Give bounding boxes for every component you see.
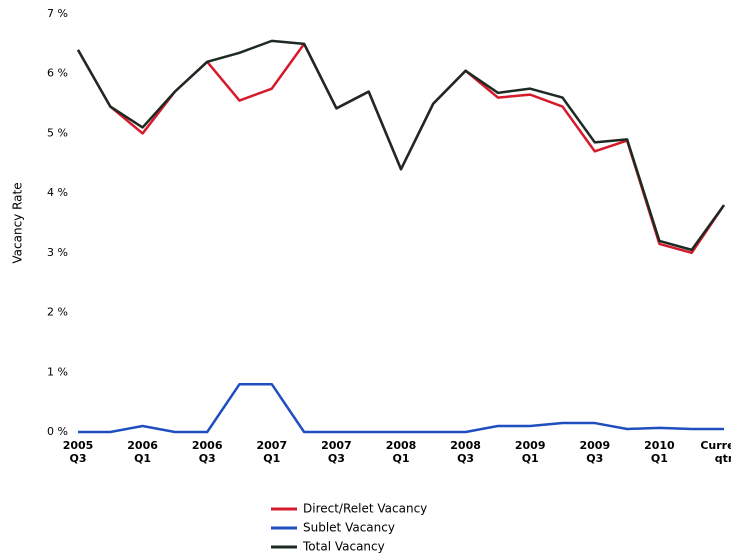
- x-tick-label-part: 2010: [644, 439, 675, 452]
- y-tick-label: 1 %: [47, 365, 68, 378]
- x-tick-label-part: Q3: [328, 452, 345, 465]
- x-tick-label-part: Q1: [134, 452, 151, 465]
- y-tick-label: 5 %: [47, 126, 68, 139]
- x-tick-label-part: Q1: [263, 452, 280, 465]
- y-tick-label: 6 %: [47, 67, 68, 80]
- x-tick-label: 2007 Q1: [256, 439, 287, 465]
- x-tick-label: 2010 Q1: [644, 439, 675, 465]
- x-tick-label-part: qtr: [715, 452, 731, 465]
- x-tick-label-part: Q3: [69, 452, 86, 465]
- x-tick-label-part: Q3: [586, 452, 603, 465]
- x-tick-label-part: Q3: [457, 452, 474, 465]
- x-tick-label-part: 2008: [386, 439, 417, 452]
- y-tick-label: 4 %: [47, 186, 68, 199]
- x-tick-label-part: Current: [700, 439, 731, 452]
- x-tick-label-part: 2007: [321, 439, 352, 452]
- x-tick-label: 2005 Q3: [63, 439, 94, 465]
- x-tick-label-part: 2008: [450, 439, 481, 452]
- x-tick-label: 2008 Q3: [450, 439, 481, 465]
- x-tick-label-part: 2005: [63, 439, 94, 452]
- x-tick-label: 2009 Q3: [579, 439, 610, 465]
- x-tick-label-part: Q1: [522, 452, 539, 465]
- y-tick-label: 0 %: [47, 425, 68, 438]
- x-tick-label-part: 2007: [256, 439, 287, 452]
- x-tick-label-part: Q1: [392, 452, 409, 465]
- x-tick-label: 2007 Q3: [321, 439, 352, 465]
- legend-label: Direct/Relet Vacancy: [303, 502, 427, 516]
- legend-label: Total Vacancy: [302, 540, 385, 554]
- series-line: [78, 382, 724, 434]
- y-axis-label: Vacancy Rate: [11, 182, 25, 263]
- x-tick-label-part: Q3: [199, 452, 216, 465]
- x-tick-label-part: 2006: [192, 439, 223, 452]
- y-tick-label: 3 %: [47, 246, 68, 259]
- x-tick-label: 2006 Q3: [192, 439, 223, 465]
- series-line: [76, 39, 726, 252]
- y-tick-label: 2 %: [47, 306, 68, 319]
- legend-label: Sublet Vacancy: [303, 521, 395, 535]
- series-line: [76, 42, 726, 255]
- x-tick-label-part: Q1: [651, 452, 668, 465]
- x-tick-label-part: 2009: [515, 439, 546, 452]
- x-tick-label: 2009 Q1: [515, 439, 546, 465]
- x-tick-label-part: 2006: [127, 439, 158, 452]
- y-tick-label: 7 %: [47, 7, 68, 20]
- x-tick-label: 2008 Q1: [386, 439, 417, 465]
- x-tick-label: Currentqtr: [700, 439, 731, 465]
- x-tick-label: 2006 Q1: [127, 439, 158, 465]
- x-tick-label-part: 2009: [579, 439, 610, 452]
